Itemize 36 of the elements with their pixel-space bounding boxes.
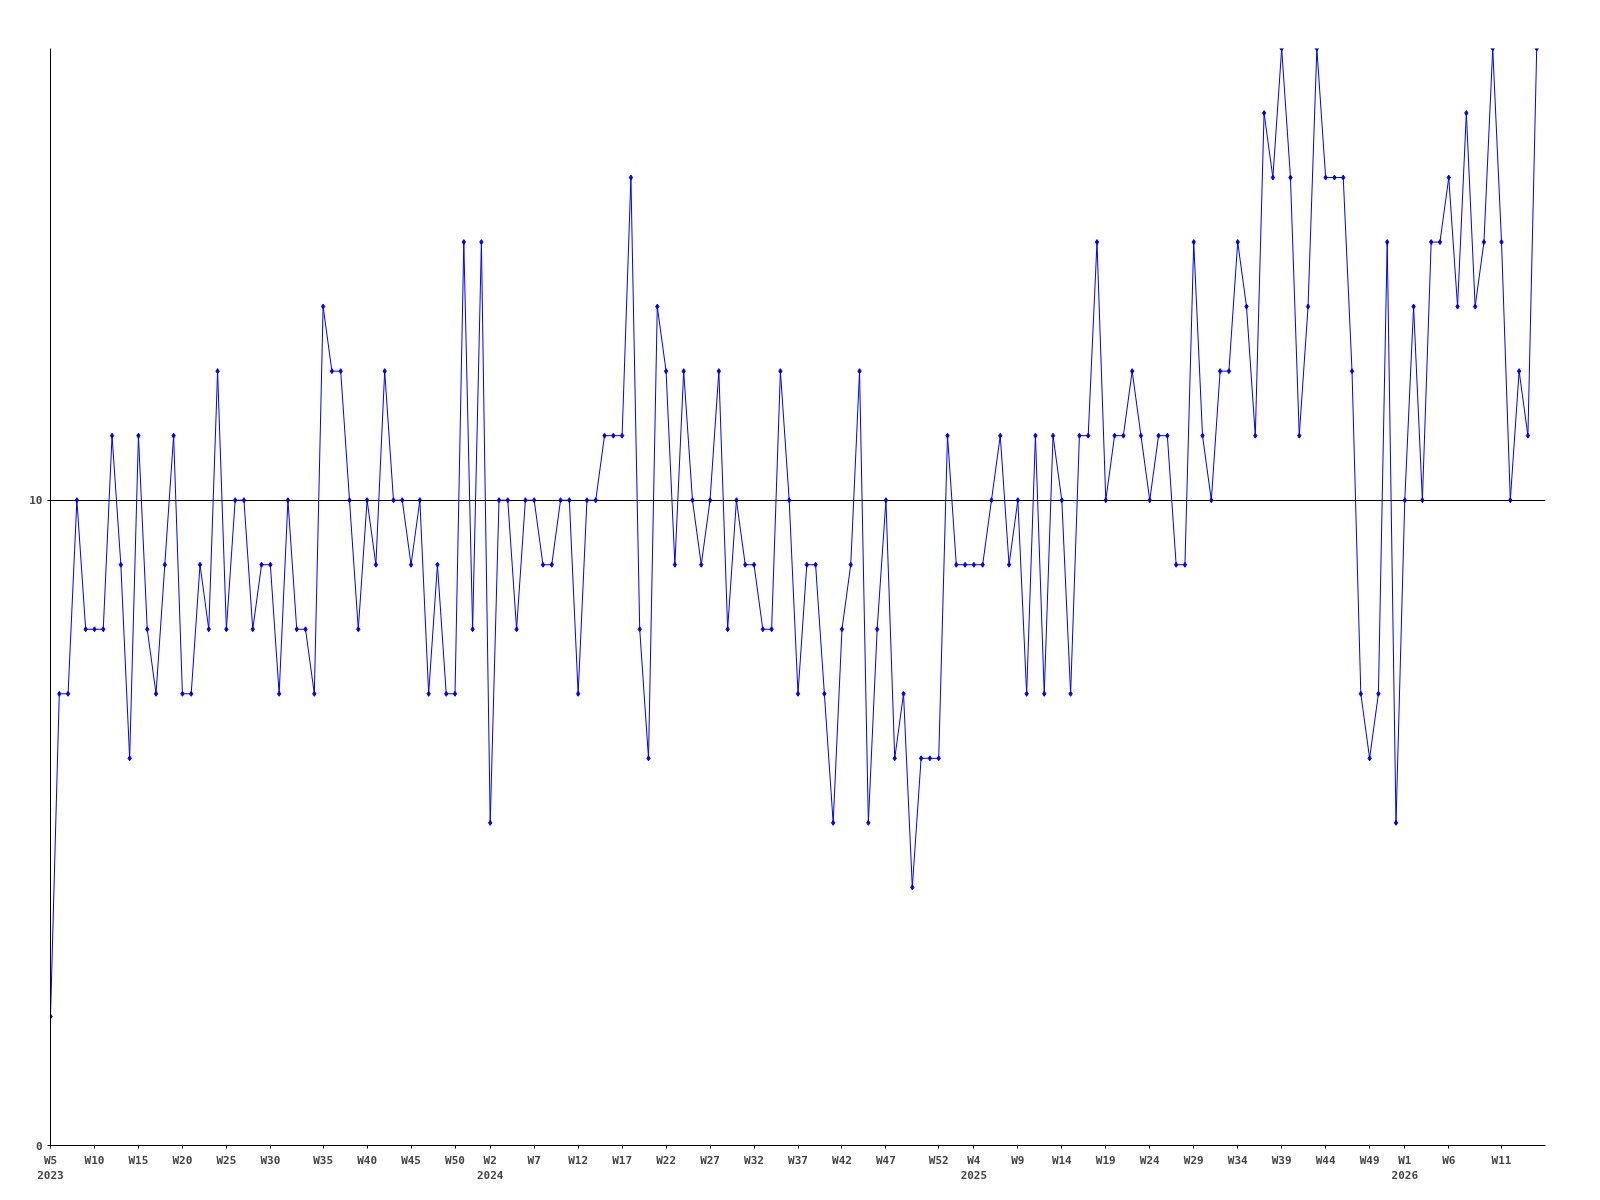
x-tick-label: W12 [568,1153,589,1167]
x-tick-label: W49 [1359,1153,1380,1167]
x-tick-label: W45 [401,1153,421,1167]
x-tick-label: W24 [1139,1153,1161,1167]
x-tick-label: W1 2026 [1391,1153,1419,1183]
x-tick-label: W27 [700,1153,720,1167]
x-tick-label: W20 [172,1153,193,1167]
x-tick-label: W19 [1095,1153,1116,1167]
x-tick-label: W42 [832,1153,852,1167]
x-tick-label: W17 [612,1153,633,1167]
x-tick-label: W25 [216,1153,237,1167]
x-tick-label: W30 [260,1153,281,1167]
x-tick-label: W40 [357,1153,378,1167]
x-tick-label: W7 [527,1153,541,1167]
y-tick-label: 0 [35,1139,43,1153]
x-tick-label: W44 [1315,1153,1336,1167]
x-tick-label: W39 [1271,1153,1292,1167]
x-tick-label: W10 [84,1153,105,1167]
x-tick-label: W32 [744,1153,764,1167]
x-tick-label: W9 [1011,1153,1025,1167]
x-tick-label: W11 [1491,1153,1512,1167]
x-tick-label: W5 2023 [37,1153,64,1183]
x-tick-label: W2 2024 [476,1153,504,1183]
y-tick-label: 10 [29,494,43,508]
x-tick-label: W4 2025 [960,1153,988,1183]
x-tick-label: W15 [128,1153,149,1167]
x-tick-label: W37 [788,1153,808,1167]
x-tick-label: W35 [313,1153,334,1167]
x-tick-label: W6 [1442,1153,1456,1167]
x-tick-label: W50 [445,1153,465,1167]
x-tick-label: W34 [1227,1153,1249,1167]
x-tick-label: W22 [656,1153,677,1167]
x-tick-label: W14 [1051,1153,1073,1167]
x-tick-label: W47 [876,1153,896,1167]
x-tick-label: W52 [928,1153,949,1167]
x-tick-label: W29 [1183,1153,1204,1167]
